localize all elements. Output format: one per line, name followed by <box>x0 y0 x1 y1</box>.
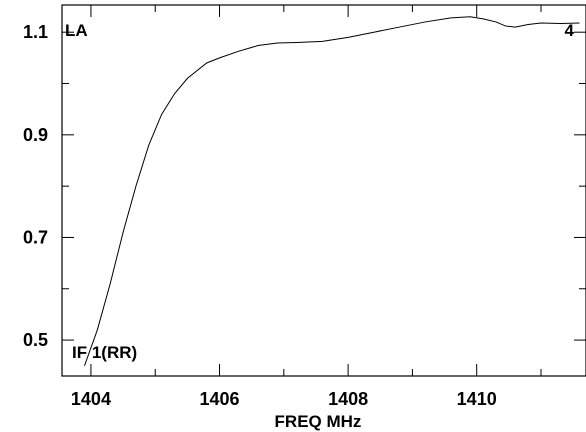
x-tick-label: 1408 <box>328 389 368 409</box>
plot-frame <box>61 4 586 377</box>
y-tick-label: 0.5 <box>23 330 48 350</box>
x-tick-label: 1404 <box>71 389 111 409</box>
corner-label-bottom-left: IF 1(RR) <box>72 343 137 362</box>
corner-label-top-right: 4 <box>565 21 575 40</box>
corner-label-top-left: LA <box>65 21 88 40</box>
series-line <box>84 16 580 366</box>
x-tick-label: 1410 <box>457 389 497 409</box>
x-axis-title: FREQ MHz <box>275 412 362 431</box>
x-tick-label: 1406 <box>199 389 239 409</box>
y-tick-label: 0.9 <box>23 125 48 145</box>
y-tick-label: 1.1 <box>23 22 48 42</box>
y-tick-label: 0.7 <box>23 227 48 247</box>
